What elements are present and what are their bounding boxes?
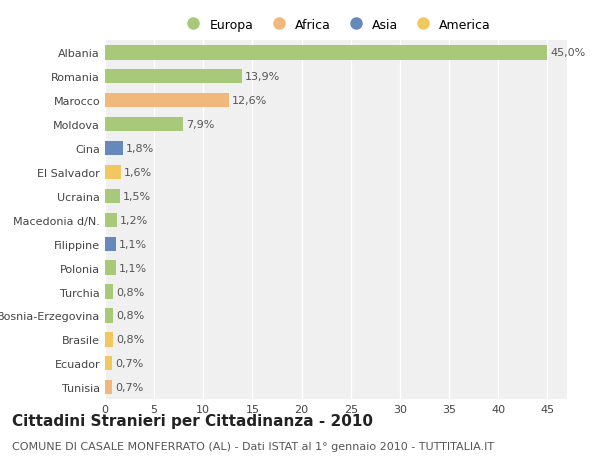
Bar xyxy=(105,213,117,228)
Text: 1,1%: 1,1% xyxy=(119,239,147,249)
Bar xyxy=(105,165,121,180)
Text: 0,8%: 0,8% xyxy=(116,335,144,345)
Text: 1,2%: 1,2% xyxy=(120,215,148,225)
Bar xyxy=(105,380,112,395)
Bar xyxy=(105,332,113,347)
Text: 0,8%: 0,8% xyxy=(116,287,144,297)
Bar xyxy=(105,70,242,84)
Text: 1,8%: 1,8% xyxy=(125,144,154,154)
Bar xyxy=(105,356,112,371)
Text: 45,0%: 45,0% xyxy=(550,48,586,58)
Text: 0,8%: 0,8% xyxy=(116,311,144,321)
Text: COMUNE DI CASALE MONFERRATO (AL) - Dati ISTAT al 1° gennaio 2010 - TUTTITALIA.IT: COMUNE DI CASALE MONFERRATO (AL) - Dati … xyxy=(12,441,494,451)
Text: 1,6%: 1,6% xyxy=(124,168,152,178)
Bar xyxy=(105,118,182,132)
Text: 1,5%: 1,5% xyxy=(122,191,151,202)
Bar xyxy=(105,237,116,252)
Text: 13,9%: 13,9% xyxy=(245,72,280,82)
Text: Cittadini Stranieri per Cittadinanza - 2010: Cittadini Stranieri per Cittadinanza - 2… xyxy=(12,413,373,428)
Bar xyxy=(105,141,122,156)
Legend: Europa, Africa, Asia, America: Europa, Africa, Asia, America xyxy=(181,18,491,32)
Bar xyxy=(105,261,116,275)
Bar xyxy=(105,94,229,108)
Text: 0,7%: 0,7% xyxy=(115,358,143,369)
Text: 12,6%: 12,6% xyxy=(232,96,267,106)
Bar xyxy=(105,189,120,204)
Bar xyxy=(105,46,547,61)
Bar xyxy=(105,308,113,323)
Text: 1,1%: 1,1% xyxy=(119,263,147,273)
Text: 0,7%: 0,7% xyxy=(115,382,143,392)
Bar xyxy=(105,285,113,299)
Text: 7,9%: 7,9% xyxy=(185,120,214,130)
